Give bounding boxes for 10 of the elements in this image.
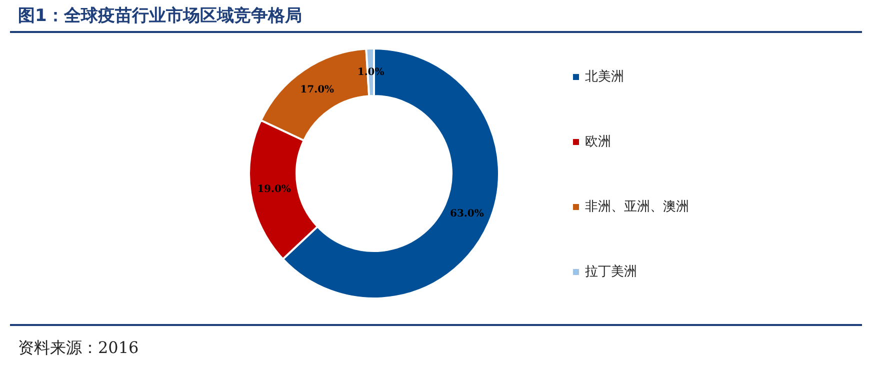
- chart-title: 图1：全球疫苗行业市场区域竞争格局: [18, 5, 302, 27]
- legend-label: 北美洲: [585, 68, 624, 84]
- data-label: 63.0%: [450, 208, 484, 220]
- text: 资料来源：2016: [18, 338, 139, 359]
- data-label: 19.0%: [257, 184, 292, 195]
- legend-label: 欧洲: [585, 134, 611, 150]
- legend-label: 拉丁美洲: [585, 263, 637, 280]
- data-label: 17.0%: [300, 84, 335, 96]
- legend-label: 非洲、亚洲、澳洲: [585, 199, 689, 214]
- data-label: 1.0%: [357, 66, 385, 78]
